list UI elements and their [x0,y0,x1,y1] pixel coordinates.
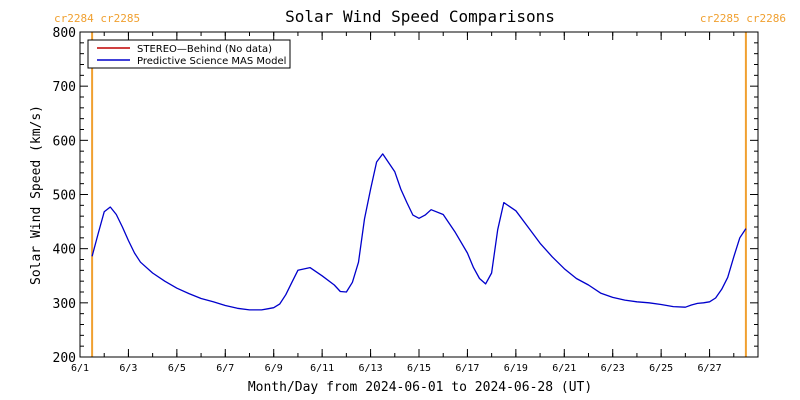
legend-label-stereo-behind: STEREO—Behind (No data) [137,44,272,55]
x-tick-label: 6/21 [552,363,576,374]
carrington-markers: cr2284 cr2285 cr2285 cr2286 [54,12,786,357]
y-tick-label: 700 [53,80,76,95]
y-tick-label: 400 [53,243,76,258]
series-lines [91,153,747,311]
x-axis: 6/1 6/3 6/5 6/7 6/9 6/11 6/13 6/15 6/17 6/19 6/21 6… [71,32,759,374]
carrington-marker-label: cr2285 cr2286 [700,12,786,25]
x-tick-label: 6/15 [407,363,431,374]
x-tick-label: 6/25 [649,363,673,374]
y-axis: 200 300 400 500 600 700 800 [53,26,758,366]
y-tick-label: 800 [53,26,76,41]
x-tick-label: 6/11 [310,363,334,374]
x-tick-label: 6/1 [71,363,89,374]
x-tick-label: 6/19 [504,363,528,374]
legend: STEREO—Behind (No data) Predictive Scien… [87,39,291,69]
x-tick-label: 6/13 [359,363,383,374]
series-line-1 [91,153,747,311]
x-tick-label: 6/3 [119,363,137,374]
legend-box [87,39,291,69]
y-axis-label: Solar Wind Speed (km/s) [29,105,44,285]
x-tick-label: 6/5 [168,363,186,374]
x-tick-label: 6/27 [698,363,722,374]
x-tick-label: 6/7 [216,363,234,374]
y-tick-label: 200 [53,351,76,366]
x-tick-label: 6/17 [455,363,479,374]
chart-title: Solar Wind Speed Comparisons [285,7,555,26]
x-tick-label: 6/9 [265,363,283,374]
y-tick-label: 300 [53,297,76,312]
y-tick-label: 600 [53,134,76,149]
plot-frame [79,31,759,358]
x-axis-label: Month/Day from 2024-06-01 to 2024-06-28 … [248,380,592,395]
carrington-marker-label: cr2284 cr2285 [54,12,140,25]
legend-label-mas-model: Predictive Science MAS Model [137,56,286,67]
y-tick-label: 500 [53,189,76,204]
x-tick-label: 6/23 [601,363,625,374]
